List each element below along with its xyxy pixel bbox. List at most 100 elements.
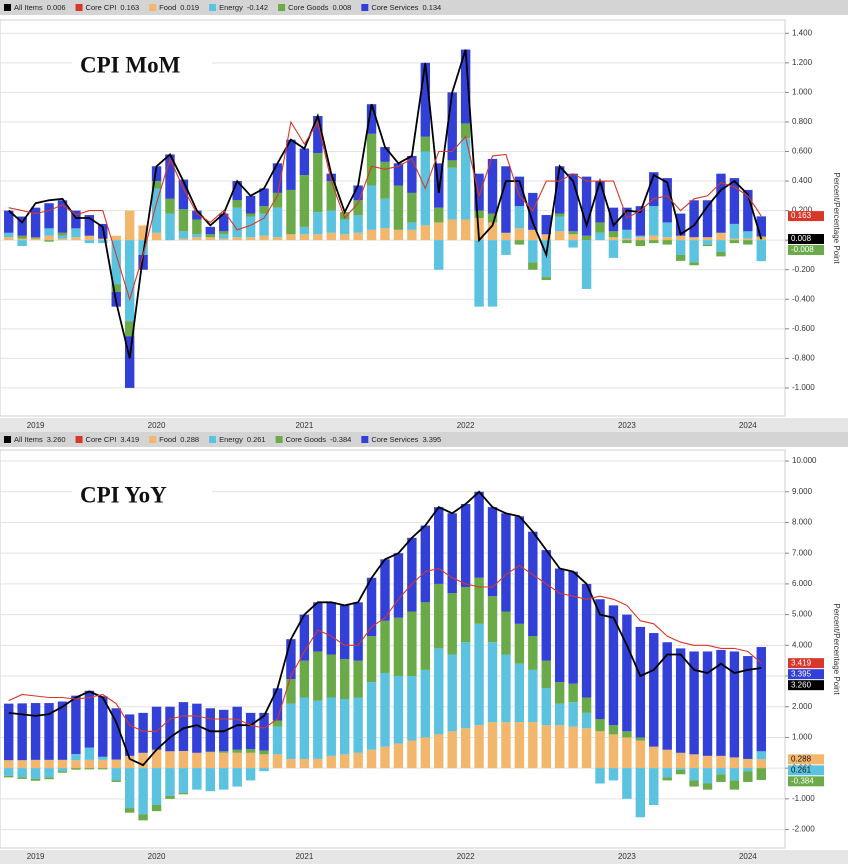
bar-segment bbox=[729, 178, 740, 224]
bar-segment bbox=[447, 167, 457, 220]
bar-segment bbox=[353, 697, 363, 753]
legend-label: Energy 0.261 bbox=[219, 435, 266, 444]
legend-name: Core Services bbox=[371, 435, 418, 444]
bar-segment bbox=[474, 491, 484, 578]
bar-segment bbox=[581, 235, 592, 241]
bar-segment bbox=[178, 792, 189, 795]
bar-segment bbox=[326, 232, 336, 241]
bar-segment bbox=[313, 602, 323, 652]
legend-background bbox=[0, 432, 848, 447]
bar-segment bbox=[622, 207, 632, 230]
bar-segment bbox=[743, 768, 753, 772]
bar-segment bbox=[178, 750, 189, 769]
bar-segment bbox=[366, 229, 377, 241]
bar-segment bbox=[662, 642, 672, 750]
legend-label: Core CPI 3.419 bbox=[86, 435, 140, 444]
bar-segment bbox=[729, 651, 740, 758]
bar-segment bbox=[380, 620, 390, 673]
bar-segment bbox=[124, 240, 135, 322]
bar-segment bbox=[460, 586, 471, 643]
legend-value: 0.008 bbox=[333, 3, 352, 12]
bar-segment bbox=[407, 229, 417, 241]
bar-segment bbox=[716, 774, 726, 782]
bar-segment bbox=[756, 216, 766, 237]
bar-segment bbox=[30, 778, 41, 781]
bar-segment bbox=[635, 237, 646, 241]
bar-segment bbox=[393, 229, 404, 241]
legend-label: All Items 3.260 bbox=[14, 435, 66, 444]
bar-segment bbox=[98, 759, 108, 769]
bar-segment bbox=[313, 700, 323, 759]
bar-segment bbox=[245, 216, 256, 238]
bar-segment bbox=[716, 173, 726, 233]
y-tick-label: 0.600 bbox=[792, 147, 813, 156]
bar-segment bbox=[434, 507, 444, 584]
bar-segment bbox=[702, 755, 713, 769]
bar-segment bbox=[420, 225, 431, 241]
bar-segment bbox=[165, 751, 175, 769]
bar-segment bbox=[272, 688, 283, 721]
legend-label: Core CPI 0.163 bbox=[86, 3, 140, 12]
bar-segment bbox=[568, 571, 578, 684]
bar-segment bbox=[662, 237, 672, 241]
bar-segment bbox=[17, 777, 27, 779]
bar-segment bbox=[245, 213, 256, 217]
bar-segment bbox=[299, 226, 310, 235]
bar-segment bbox=[554, 166, 565, 214]
bar-segment bbox=[353, 752, 363, 769]
bar-segment bbox=[178, 179, 189, 210]
bar-segment bbox=[326, 173, 336, 182]
bar-segment bbox=[259, 206, 269, 214]
x-tick-label: 2023 bbox=[618, 421, 636, 430]
bar-segment bbox=[286, 679, 296, 704]
bar-segment bbox=[729, 780, 740, 790]
bar-segment bbox=[219, 234, 229, 239]
bar-segment bbox=[595, 232, 605, 241]
bar-segment bbox=[286, 758, 296, 769]
value-tag-label: 0.261 bbox=[791, 765, 812, 774]
bar-segment bbox=[662, 240, 672, 245]
bar-segment bbox=[245, 752, 256, 769]
bar-segment bbox=[501, 166, 511, 233]
y-tick-label: 1.000 bbox=[792, 88, 813, 97]
value-tag-label: 3.395 bbox=[791, 669, 812, 678]
bar-segment bbox=[528, 636, 538, 670]
bar-segment bbox=[192, 768, 202, 790]
bar-segment bbox=[514, 206, 525, 229]
legend-name: Energy bbox=[219, 3, 243, 12]
bar-segment bbox=[138, 712, 148, 753]
y-tick-label: 0.400 bbox=[792, 176, 813, 185]
legend-value: 0.134 bbox=[422, 3, 441, 12]
bar-segment bbox=[581, 240, 592, 289]
bar-segment bbox=[635, 737, 646, 741]
legend-swatch bbox=[4, 436, 11, 443]
legend-label: All Items 0.006 bbox=[14, 3, 66, 12]
bar-segment bbox=[702, 244, 713, 247]
bar-segment bbox=[17, 240, 27, 247]
bar-segment bbox=[716, 768, 726, 775]
bar-segment bbox=[743, 240, 753, 245]
bar-segment bbox=[366, 577, 377, 637]
bar-segment bbox=[286, 234, 296, 241]
bar-segment bbox=[460, 138, 471, 220]
bar-segment bbox=[165, 198, 175, 214]
bar-segment bbox=[17, 216, 27, 236]
bar-segment bbox=[4, 775, 14, 778]
bar-segment bbox=[339, 219, 350, 235]
bar-segment bbox=[716, 240, 726, 252]
bar-segment bbox=[487, 222, 498, 241]
bar-segment bbox=[487, 722, 498, 769]
bar-segment bbox=[71, 760, 81, 769]
bar-segment bbox=[675, 213, 686, 236]
chart-title: CPI MoM bbox=[80, 52, 181, 77]
bar-segment bbox=[649, 206, 659, 236]
x-tick-label: 2019 bbox=[27, 852, 45, 861]
legend-swatch bbox=[75, 4, 83, 11]
bar-segment bbox=[743, 189, 753, 232]
bar-segment bbox=[662, 749, 672, 769]
legend-label: Core Services 0.134 bbox=[371, 3, 441, 12]
bar-segment bbox=[474, 173, 484, 211]
bar-segment bbox=[528, 229, 538, 241]
bar-segment bbox=[528, 262, 538, 270]
x-tick-label: 2020 bbox=[148, 421, 166, 430]
